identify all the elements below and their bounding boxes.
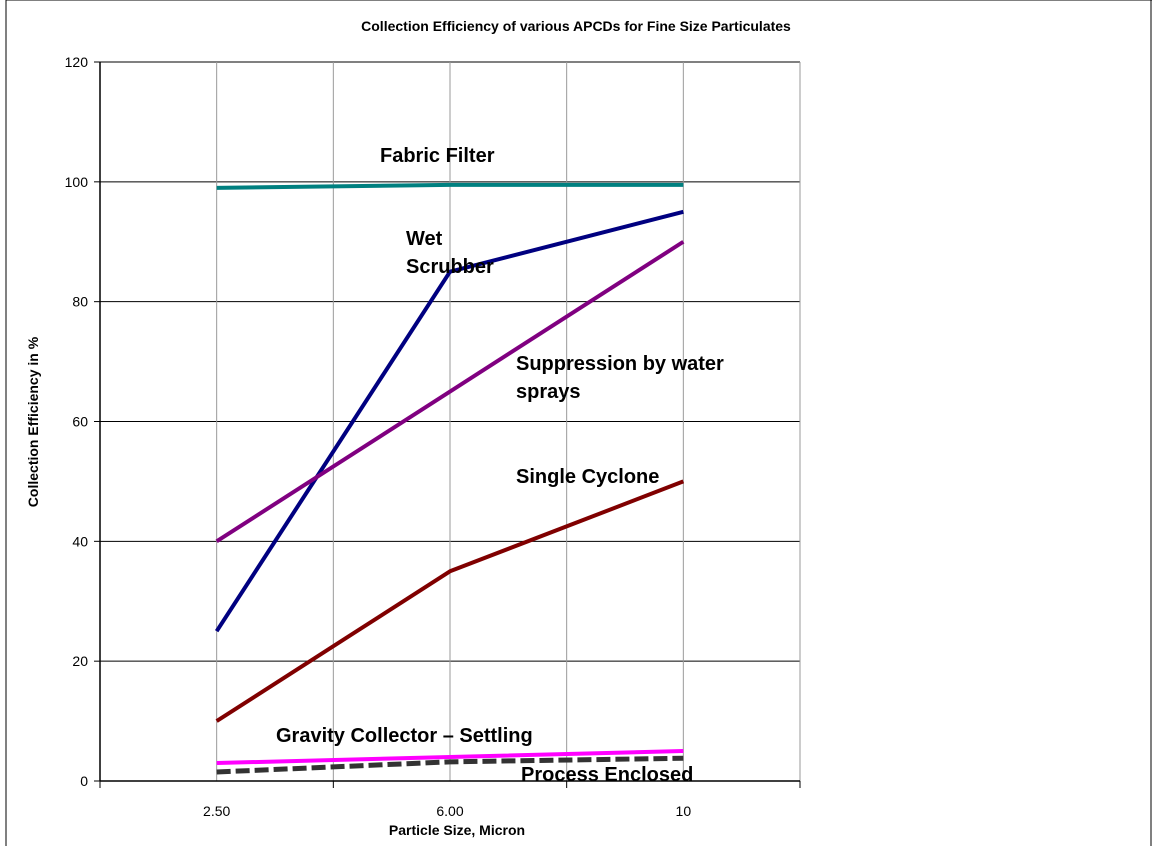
series-annotation-label: Suppression by water <box>516 353 724 375</box>
series-line <box>215 240 685 544</box>
y-axis-label: Collection Efficiency in % <box>25 336 41 507</box>
y-tick-label: 40 <box>72 533 88 549</box>
chart-title: Collection Efficiency of various APCDs f… <box>361 18 791 34</box>
axes <box>94 61 801 788</box>
x-tick-label: 6.00 <box>436 803 463 819</box>
y-tick-label: 120 <box>65 54 89 70</box>
y-tick-label: 0 <box>80 773 88 789</box>
series-annotation-label: Gravity Collector – Settling <box>276 725 533 747</box>
series-annotation-label: Wet <box>406 228 443 250</box>
series-lines <box>214 182 685 775</box>
x-axis-label: Particle Size, Micron <box>389 822 525 838</box>
series-annotation-label: Scrubber <box>406 256 494 278</box>
y-tick-label: 80 <box>72 294 88 310</box>
x-tick-label: 2.50 <box>203 803 230 819</box>
series-line <box>216 749 684 766</box>
series-line <box>216 182 684 190</box>
series-annotation-label: sprays <box>516 381 581 403</box>
grid-lines <box>100 61 801 781</box>
y-tick-label: 60 <box>72 414 88 430</box>
series-line <box>214 209 684 633</box>
series-annotation-label: Fabric Filter <box>380 145 495 167</box>
series-annotation-label: Single Cyclone <box>516 466 659 488</box>
series-line <box>215 479 685 723</box>
series-annotations: Fabric Filter Wet Scrubber Suppression by w… <box>276 145 724 786</box>
series-line <box>216 755 684 775</box>
x-tick-labels: 2.50 6.00 10 <box>203 803 691 819</box>
y-tick-label: 20 <box>72 653 88 669</box>
series-annotation-label: Process Enclosed <box>521 764 693 786</box>
y-tick-label: 100 <box>65 174 89 190</box>
y-tick-labels: 0 20 40 60 80 100 120 <box>65 54 89 789</box>
x-tick-label: 10 <box>676 803 692 819</box>
